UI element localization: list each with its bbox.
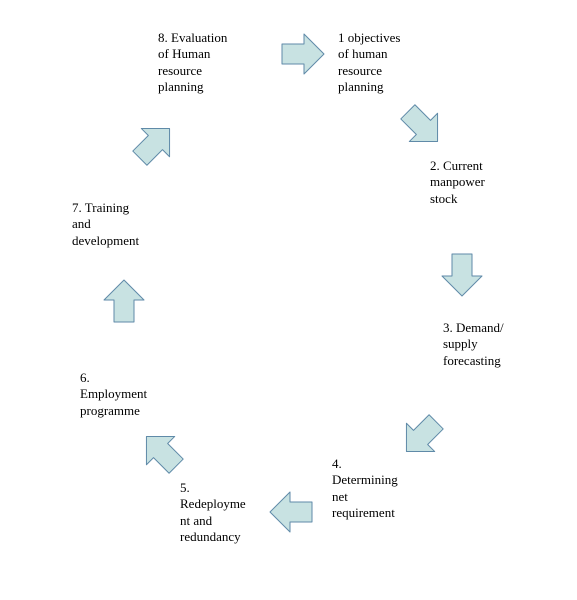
cycle-arrow-1 [278,30,326,78]
node-label-7: 7. Training and development [72,200,139,249]
node-label-1: 1 objectives of human resource planning [338,30,400,95]
cycle-arrow-7 [100,278,148,326]
cycle-arrow-2 [398,102,446,150]
node-label-4: 4. Determining net requirement [332,456,398,521]
cycle-arrow-4 [398,412,446,460]
cycle-arrow-6 [138,428,186,476]
cycle-arrow-3 [438,250,486,298]
hr-planning-cycle-diagram: { "diagram": { "type": "flowchart", "lay… [0,0,577,600]
cycle-arrow-8 [130,120,178,168]
node-label-5: 5. Redeployme nt and redundancy [180,480,246,545]
cycle-arrow-5 [268,488,316,536]
node-label-6: 6. Employment programme [80,370,147,419]
node-label-3: 3. Demand/ supply forecasting [443,320,504,369]
node-label-2: 2. Current manpower stock [430,158,485,207]
node-label-8: 8. Evaluation of Human resource planning [158,30,227,95]
